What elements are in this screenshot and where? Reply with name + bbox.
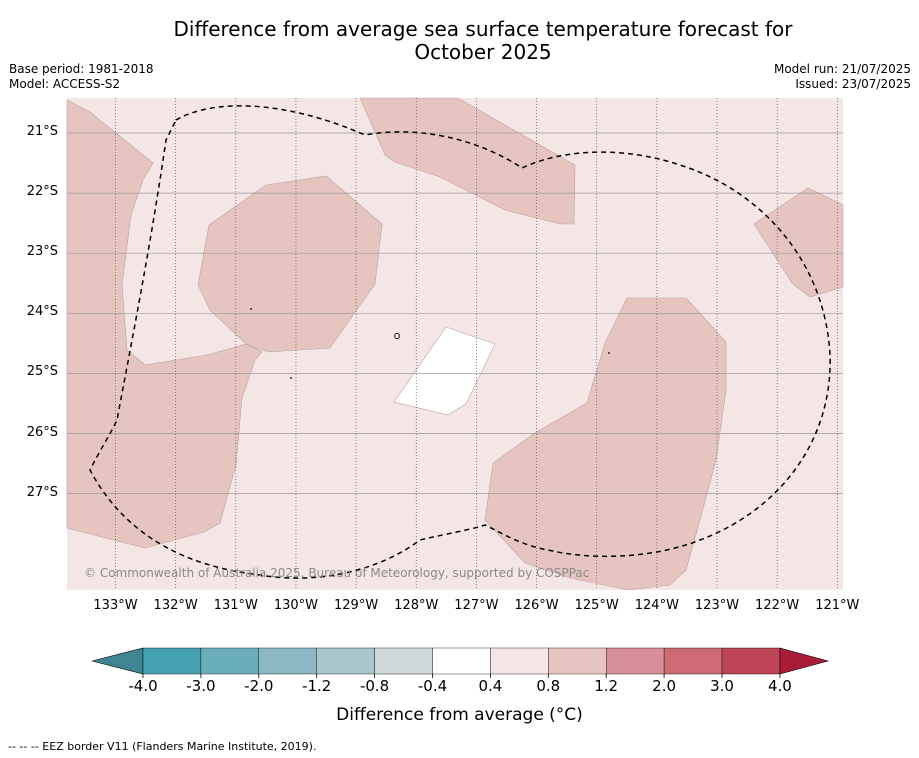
copyright-notice: © Commonwealth of Australia 2025, Bureau… — [84, 566, 590, 580]
longitude-label: 122°W — [755, 598, 800, 613]
warm-patch-southeast — [484, 297, 727, 591]
colorbar-tick-label: 2.0 — [652, 677, 677, 695]
meta-right: Model run: 21/07/2025 Issued: 23/07/2025 — [774, 62, 911, 92]
colorbar-tick-label: -1.2 — [302, 677, 332, 695]
colorbar-tick-label: -4.0 — [128, 677, 158, 695]
colorbar-segment — [432, 647, 491, 675]
latitude-label: 22°S — [26, 184, 58, 200]
longitude-label: 124°W — [634, 598, 679, 613]
model-run: Model run: 21/07/2025 — [773, 62, 911, 76]
latitude-label: 25°S — [26, 364, 58, 380]
colorbar-title: Difference from average (°C) — [336, 705, 583, 725]
latitude-label: 26°S — [26, 424, 58, 440]
warm-patch-east — [753, 187, 844, 298]
longitude-label: 125°W — [574, 598, 619, 613]
colorbar-tick-label: -3.0 — [186, 677, 216, 695]
longitude-label: 128°W — [394, 598, 439, 613]
island — [394, 332, 400, 340]
colorbar — [91, 647, 830, 678]
colorbar-tick-label: 0.8 — [536, 677, 561, 695]
colorbar-low-extend — [91, 647, 144, 675]
colorbar-high-extend — [779, 647, 830, 675]
eez-footnote: -- -- -- EEZ border V11 (Flanders Marine… — [8, 740, 317, 753]
colorbar-tick-label: 0.4 — [478, 677, 503, 695]
colorbar-segment — [606, 647, 665, 675]
longitude-label: 126°W — [514, 598, 559, 613]
warm-patch-central-north — [197, 175, 383, 353]
colorbar-tick-label: 3.0 — [710, 677, 734, 695]
colorbar-segment — [316, 647, 375, 675]
meta-left: Base period: 1981-2018 Model: ACCESS-S2 — [9, 62, 154, 92]
island — [290, 377, 292, 379]
longitude-label: 127°W — [454, 598, 499, 613]
longitude-label: 123°W — [694, 598, 740, 613]
latitude-label: 23°S — [26, 244, 58, 260]
colorbar-segment — [548, 647, 607, 675]
latitude-label: 21°S — [26, 124, 58, 139]
colorbar-segment — [200, 647, 259, 675]
islands — [250, 308, 610, 379]
colorbar-segment — [258, 647, 317, 675]
longitude-label: 133°W — [93, 598, 138, 613]
latitude-label: 24°S — [26, 304, 58, 320]
issued-date: Issued: 23/07/2025 — [795, 77, 911, 91]
longitude-label: 130°W — [273, 598, 319, 613]
base-period: Base period: 1981-2018 — [9, 62, 154, 76]
colorbar-segment — [721, 647, 781, 675]
colorbar-segment — [142, 647, 202, 675]
title-line-2: October 2025 — [414, 40, 552, 64]
colorbar-tick-label: 1.2 — [594, 677, 619, 695]
island — [250, 308, 252, 310]
island — [608, 352, 610, 354]
neutral-patch — [393, 326, 496, 416]
title-line-1: Difference from average sea surface temp… — [173, 17, 793, 41]
colorbar-tick-label: 4.0 — [767, 677, 792, 695]
colorbar-tick-label: -2.0 — [244, 677, 274, 695]
warm-patch-north — [359, 97, 576, 225]
colorbar-segment — [374, 647, 433, 675]
chart-title: Difference from average sea surface temp… — [0, 18, 919, 64]
map-gridlines — [67, 98, 843, 590]
longitude-label: 121°W — [815, 598, 860, 613]
colorbar-segment — [490, 647, 549, 675]
longitude-label: 131°W — [213, 598, 258, 613]
model-name: Model: ACCESS-S2 — [9, 77, 121, 91]
longitude-label: 132°W — [153, 598, 198, 613]
latitude-label: 27°S — [26, 484, 58, 500]
colorbar-segment — [663, 647, 723, 675]
colorbar-tick-label: -0.8 — [359, 677, 390, 695]
colorbar-tick-label: -0.4 — [417, 677, 448, 695]
longitude-label: 129°W — [334, 598, 379, 613]
eez-border — [89, 105, 831, 579]
